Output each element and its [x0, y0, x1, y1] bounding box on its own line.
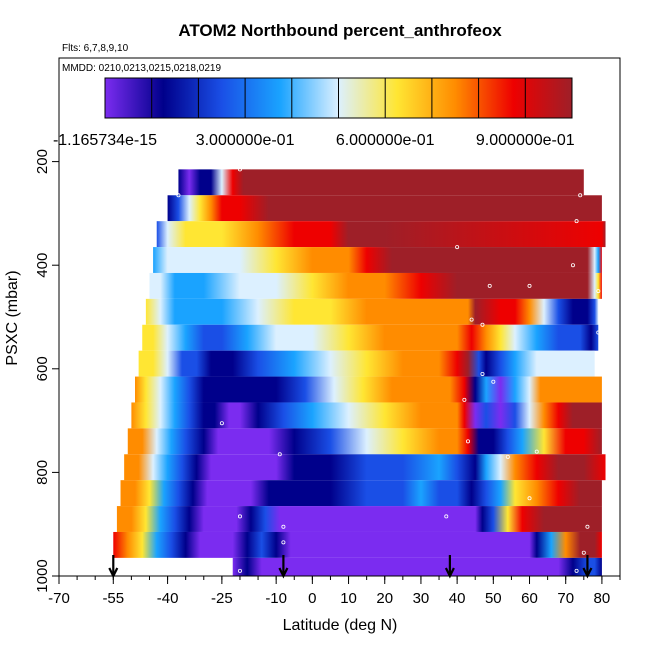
heatmap-row — [149, 272, 602, 299]
x-tick-label: 70 — [557, 590, 574, 607]
colorbar-tick-label: -1.165734e-15 — [53, 132, 157, 149]
x-tick-label: 50 — [485, 590, 502, 607]
chart-title: ATOM2 Northbound percent_anthrofeox — [178, 21, 502, 40]
sample-point — [487, 283, 492, 288]
plot-frame — [58, 57, 621, 577]
x-tick-label: -55 — [102, 590, 124, 607]
sample-point — [469, 317, 474, 322]
heatmap-row — [142, 324, 599, 351]
sample-point — [585, 524, 590, 529]
x-tick-label: 0 — [308, 590, 316, 607]
y-tick-label: 400 — [34, 253, 51, 278]
y-axis-label: PSXC (mbar) — [4, 270, 21, 365]
x-tick-label: 20 — [376, 590, 393, 607]
sample-point — [596, 330, 601, 335]
chart-flights-label: Flts: 6,7,8,9,10 — [62, 43, 129, 54]
x-axis-label: Latitude (deg N) — [283, 617, 398, 634]
y-tick-label: 600 — [34, 356, 51, 381]
heatmap-row — [135, 376, 602, 403]
x-axis: -70 -55 -40 -25 -10 0 10 20 30 40 50 60 70 80 — [48, 576, 621, 607]
sample-point — [596, 289, 601, 294]
sample-point — [281, 524, 286, 529]
heatmap-row — [116, 506, 602, 532]
y-tick-label: 800 — [34, 460, 51, 485]
profile-arrows-layer — [108, 555, 593, 579]
heatmap-layer — [113, 169, 606, 576]
y-tick-label: 1000 — [34, 559, 51, 592]
sample-point — [527, 283, 532, 288]
colorbar-tick-label: 3.000000e-01 — [196, 132, 295, 149]
colorbar-dividers — [151, 78, 526, 118]
sample-point — [480, 322, 485, 327]
sample-point — [527, 496, 532, 501]
heatmap-row — [124, 454, 606, 481]
sample-point — [237, 167, 242, 172]
sample-point — [574, 568, 579, 573]
heatmap-row — [178, 169, 584, 196]
sample-point — [455, 245, 460, 250]
heatmap-row — [113, 531, 602, 558]
sample-point — [444, 514, 449, 519]
heatmap-row — [145, 298, 599, 325]
sample-point — [578, 193, 583, 198]
sample-point — [534, 449, 539, 454]
heatmap-row — [232, 557, 602, 576]
colorbar-tick-labels: -1.165734e-15 3.000000e-01 6.000000e-01 9.0… — [53, 132, 575, 149]
x-tick-label: -25 — [211, 590, 233, 607]
sample-point — [570, 263, 575, 268]
heatmap-row — [127, 428, 602, 455]
sample-points-layer — [176, 167, 601, 573]
sample-point — [491, 379, 496, 384]
sample-point — [505, 454, 510, 459]
y-axis: 200 400 600 800 1000 — [34, 149, 59, 593]
heatmap-row — [156, 221, 606, 248]
x-tick-label: 80 — [594, 590, 611, 607]
sample-point — [219, 421, 224, 426]
x-tick-label: 30 — [413, 590, 430, 607]
sample-point — [465, 439, 470, 444]
sample-point — [237, 568, 242, 573]
heatmap-row — [153, 247, 602, 273]
x-tick-label: 40 — [449, 590, 466, 607]
sample-point — [237, 514, 242, 519]
x-tick-label: -10 — [265, 590, 287, 607]
sample-point — [281, 540, 286, 545]
x-tick-label: -40 — [157, 590, 179, 607]
y-tick-label: 200 — [34, 149, 51, 174]
sample-point — [176, 193, 181, 198]
heatmap-row — [131, 402, 602, 429]
colorbar-tick-label: 6.000000e-01 — [336, 132, 435, 149]
sample-point — [581, 550, 586, 555]
x-tick-label: -70 — [48, 590, 70, 607]
chart-dates-label: MMDD: 0210,0213,0215,0218,0219 — [62, 63, 221, 74]
sample-point — [462, 397, 467, 402]
heatmap-row — [138, 350, 595, 377]
sample-point — [480, 371, 485, 376]
x-tick-label: 10 — [340, 590, 357, 607]
heatmap-row — [120, 480, 602, 507]
sample-point — [574, 219, 579, 224]
sample-point — [277, 452, 282, 457]
colorbar: -1.165734e-15 3.000000e-01 6.000000e-01 9.0… — [53, 77, 575, 149]
x-tick-label: 60 — [521, 590, 538, 607]
colorbar-tick-label: 9.000000e-01 — [476, 132, 575, 149]
heatmap-row — [167, 195, 602, 222]
